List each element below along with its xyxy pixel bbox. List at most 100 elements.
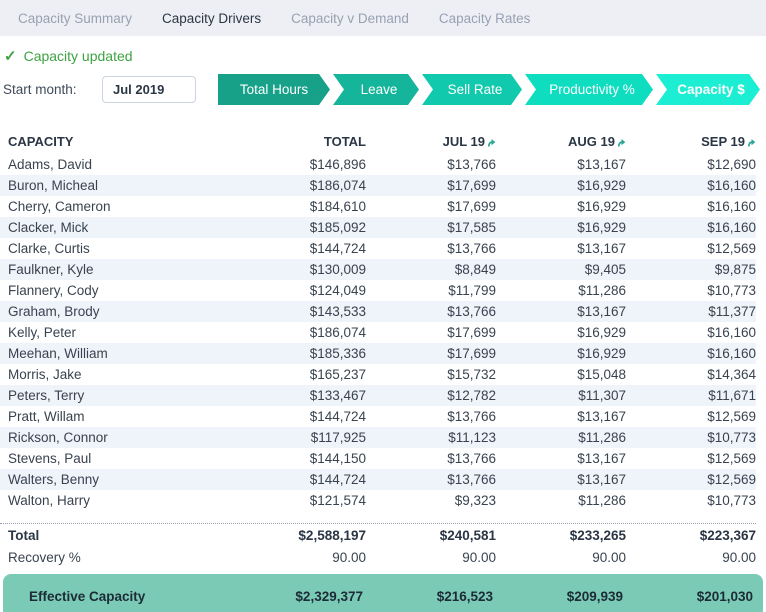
person-name: Adams, David [8, 157, 93, 172]
tab-capacity-drivers[interactable]: Capacity Drivers [162, 10, 262, 26]
total-sep: $223,367 [699, 527, 756, 543]
person-name: Stevens, Paul [8, 451, 92, 466]
table-row: Adams, David $146,896 $13,766 $13,167 $1… [0, 154, 756, 175]
table-row: Walton, Harry $121,574 $9,323 $11,286 $1… [0, 490, 756, 511]
capacity-table: CAPACITY TOTAL JUL 19 AUG 19 SEP 19 Adam… [0, 128, 766, 569]
cell-aug: $11,286 [578, 493, 626, 508]
cell-aug: $16,929 [577, 220, 626, 235]
cell-aug: $15,048 [577, 367, 626, 382]
cell-aug: $9,405 [584, 262, 626, 277]
cell-total: $144,724 [309, 409, 366, 424]
cell-sep: $10,773 [707, 283, 756, 298]
table-row: Faulkner, Kyle $130,009 $8,849 $9,405 $9… [0, 259, 756, 280]
step-sell-rate[interactable]: Sell Rate [422, 74, 522, 105]
person-name: Clarke, Curtis [8, 241, 90, 256]
start-month-input[interactable] [102, 76, 196, 103]
cell-jul: $13,766 [447, 409, 496, 424]
status-message: Capacity updated [23, 48, 133, 64]
tab-capacity-v-demand[interactable]: Capacity v Demand [291, 10, 409, 26]
person-name: Clacker, Mick [8, 220, 89, 235]
cell-total: $186,074 [309, 178, 366, 193]
cell-jul: $15,732 [447, 367, 496, 382]
total-label: Total [8, 527, 40, 543]
tab-capacity-rates[interactable]: Capacity Rates [438, 10, 531, 26]
table-body: Adams, David $146,896 $13,766 $13,167 $1… [0, 154, 756, 511]
cell-jul: $17,699 [447, 199, 496, 214]
cell-sep: $16,160 [707, 199, 756, 214]
person-name: Walton, Harry [8, 493, 91, 508]
cell-jul: $11,799 [448, 283, 496, 298]
cell-sep: $16,160 [707, 220, 756, 235]
cell-sep: $16,160 [707, 346, 756, 361]
start-month-label: Start month: [3, 82, 77, 97]
cell-jul: $13,766 [447, 472, 496, 487]
cell-aug: $11,307 [578, 388, 626, 403]
recovery-aug: 90.00 [592, 550, 626, 565]
cell-total: $184,610 [309, 199, 366, 214]
total-row: Total $2,588,197 $240,581 $233,265 $223,… [0, 523, 756, 546]
cell-jul: $8,849 [454, 262, 496, 277]
cell-sep: $9,875 [714, 262, 756, 277]
total-jul: $240,581 [439, 527, 496, 543]
header-capacity: CAPACITY [8, 133, 74, 149]
header-sep: SEP 19 [626, 134, 756, 149]
recovery-total: 90.00 [332, 550, 366, 565]
table-row: Clarke, Curtis $144,724 $13,766 $13,167 … [0, 238, 756, 259]
cell-sep: $11,671 [708, 388, 756, 403]
month-adjustment-icon[interactable] [747, 138, 756, 147]
cell-sep: $16,160 [707, 178, 756, 193]
check-icon: ✓ [4, 48, 17, 65]
tab-capacity-summary[interactable]: Capacity Summary [18, 10, 133, 26]
effective-jul: $216,523 [436, 588, 493, 604]
cell-aug: $13,167 [577, 451, 626, 466]
step-leave[interactable]: Leave [333, 74, 419, 105]
total-total: $2,588,197 [298, 527, 366, 543]
cell-jul: $17,699 [447, 346, 496, 361]
cell-total: $185,092 [309, 220, 366, 235]
table-row: Meehan, William $185,336 $17,699 $16,929… [0, 343, 756, 364]
person-name: Morris, Jake [8, 367, 82, 382]
effective-label: Effective Capacity [29, 588, 146, 604]
month-adjustment-icon[interactable] [487, 138, 496, 147]
table-row: Cherry, Cameron $184,610 $17,699 $16,929… [0, 196, 756, 217]
cell-aug: $11,286 [578, 430, 626, 445]
cell-jul: $13,766 [447, 304, 496, 319]
header-jul: JUL 19 [366, 134, 496, 149]
cell-total: $185,336 [309, 346, 366, 361]
cell-aug: $13,167 [577, 157, 626, 172]
person-name: Flannery, Cody [8, 283, 99, 298]
cell-total: $133,467 [309, 388, 366, 403]
person-name: Graham, Brody [8, 304, 100, 319]
cell-jul: $9,323 [454, 493, 496, 508]
cell-total: $186,074 [309, 325, 366, 340]
cell-sep: $12,569 [707, 451, 756, 466]
cell-jul: $17,699 [447, 325, 496, 340]
recovery-jul: 90.00 [462, 550, 496, 565]
cell-aug: $16,929 [577, 199, 626, 214]
cell-sep: $16,160 [707, 325, 756, 340]
step-productivity-[interactable]: Productivity % [525, 74, 653, 105]
cell-sep: $12,569 [707, 241, 756, 256]
table-header-row: CAPACITY TOTAL JUL 19 AUG 19 SEP 19 [0, 128, 756, 154]
cell-aug: $13,167 [577, 241, 626, 256]
cell-sep: $10,773 [707, 430, 756, 445]
cell-sep: $14,364 [707, 367, 756, 382]
person-name: Meehan, William [8, 346, 108, 361]
person-name: Peters, Terry [8, 388, 85, 403]
recovery-sep: 90.00 [722, 550, 756, 565]
cell-total: $146,896 [309, 157, 366, 172]
month-adjustment-icon[interactable] [617, 138, 626, 147]
step-capacity-[interactable]: Capacity $ [656, 74, 760, 105]
cell-aug: $13,167 [577, 472, 626, 487]
effective-total: $2,329,377 [295, 588, 363, 604]
cell-jul: $13,766 [447, 241, 496, 256]
person-name: Buron, Micheal [8, 178, 99, 193]
person-name: Rickson, Connor [8, 430, 108, 445]
step-total-hours[interactable]: Total Hours [218, 74, 330, 105]
table-row: Stevens, Paul $144,150 $13,766 $13,167 $… [0, 448, 756, 469]
cell-total: $165,237 [309, 367, 366, 382]
cell-aug: $16,929 [577, 178, 626, 193]
cell-aug: $13,167 [577, 409, 626, 424]
table-row: Morris, Jake $165,237 $15,732 $15,048 $1… [0, 364, 756, 385]
